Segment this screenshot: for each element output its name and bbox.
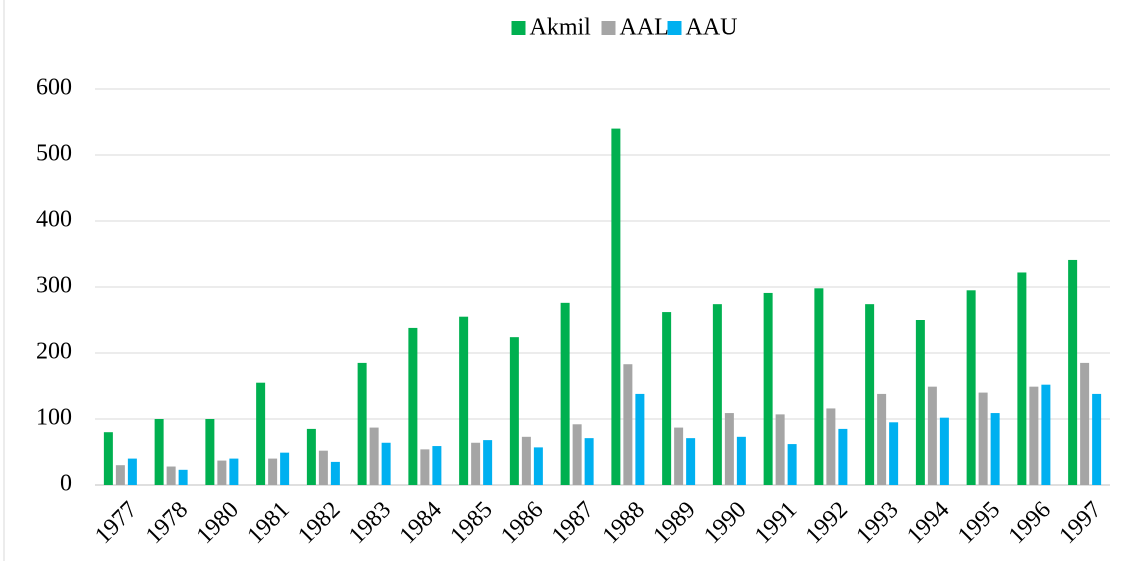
bar <box>533 447 543 485</box>
bar <box>889 422 899 485</box>
bar <box>1029 386 1039 485</box>
bar <box>521 436 531 485</box>
bar <box>674 427 684 485</box>
x-tick-label: 1987 <box>547 497 599 549</box>
bar <box>584 438 594 485</box>
bar <box>915 320 925 485</box>
bar <box>1017 272 1027 485</box>
y-tick-label: 100 <box>36 405 72 431</box>
bar <box>229 458 239 485</box>
x-tick-label: 1989 <box>648 497 700 549</box>
bar <box>432 446 442 485</box>
legend-label: AAL <box>620 15 669 41</box>
bar <box>408 327 418 485</box>
x-tick-label: 1997 <box>1054 497 1106 549</box>
bar <box>623 364 633 485</box>
bar <box>560 302 570 485</box>
bar <box>178 469 188 485</box>
bar <box>686 438 696 485</box>
bar <box>471 442 481 485</box>
bar <box>736 436 746 485</box>
bar <box>826 408 836 485</box>
bar <box>865 304 875 485</box>
bar <box>927 386 937 485</box>
x-tick-label: 1988 <box>598 497 650 549</box>
x-tick-label: 1983 <box>344 497 396 549</box>
bar <box>318 450 328 485</box>
y-tick-label: 500 <box>36 141 72 167</box>
bar <box>990 413 1000 485</box>
bar <box>763 292 773 485</box>
x-tick-label: 1977 <box>90 497 142 549</box>
bar <box>166 466 176 485</box>
x-tick-label: 1991 <box>750 497 802 549</box>
x-tick-label: 1995 <box>953 497 1005 549</box>
bar <box>217 460 227 485</box>
bar <box>154 419 164 485</box>
x-tick-label: 1981 <box>242 497 294 549</box>
bar <box>483 440 493 485</box>
bar <box>205 419 215 485</box>
bar <box>712 304 722 485</box>
bar <box>115 465 125 485</box>
legend-swatch <box>511 21 526 35</box>
bar <box>978 392 988 485</box>
bar <box>1092 393 1102 485</box>
x-tick-label: 1984 <box>395 497 447 549</box>
bar <box>357 362 367 485</box>
x-tick-label: 1994 <box>902 497 954 549</box>
bar <box>127 458 137 485</box>
bar <box>635 393 645 485</box>
bar <box>966 290 976 485</box>
bar <box>509 337 519 485</box>
bar <box>939 417 949 485</box>
bar <box>1068 259 1078 485</box>
y-tick-label: 200 <box>36 339 72 365</box>
y-tick-label: 300 <box>36 273 72 299</box>
bar <box>724 413 734 485</box>
x-tick-label: 1993 <box>851 497 903 549</box>
bar <box>459 316 469 485</box>
bar <box>838 428 848 485</box>
bar <box>1080 362 1090 485</box>
y-tick-label: 0 <box>60 471 72 497</box>
bar <box>1041 384 1051 485</box>
legend-swatch <box>667 21 682 35</box>
bar <box>420 449 430 485</box>
y-tick-label: 600 <box>36 75 72 101</box>
legend-swatch <box>601 21 616 35</box>
x-tick-label: 1990 <box>699 497 751 549</box>
bar <box>330 461 340 485</box>
bar <box>814 288 824 485</box>
bar <box>611 128 621 485</box>
bar <box>662 312 672 485</box>
bar <box>268 458 278 485</box>
x-tick-label: 1985 <box>445 497 497 549</box>
bar <box>256 382 266 485</box>
bar <box>103 432 113 485</box>
x-tick-label: 1982 <box>293 497 345 549</box>
bar <box>775 414 785 485</box>
bar <box>381 442 391 485</box>
y-tick-label: 400 <box>36 207 72 233</box>
bar <box>369 427 379 485</box>
x-tick-label: 1978 <box>141 497 193 549</box>
legend-label: AAU <box>686 15 738 41</box>
bar <box>787 444 797 485</box>
bar <box>572 424 582 485</box>
bar <box>306 428 316 485</box>
x-tick-label: 1986 <box>496 497 548 549</box>
x-tick-label: 1980 <box>192 497 244 549</box>
x-tick-label: 1992 <box>801 497 853 549</box>
legend-label: Akmil <box>530 15 592 41</box>
bar <box>877 393 887 485</box>
x-tick-label: 1996 <box>1004 497 1056 549</box>
bar <box>280 452 290 485</box>
